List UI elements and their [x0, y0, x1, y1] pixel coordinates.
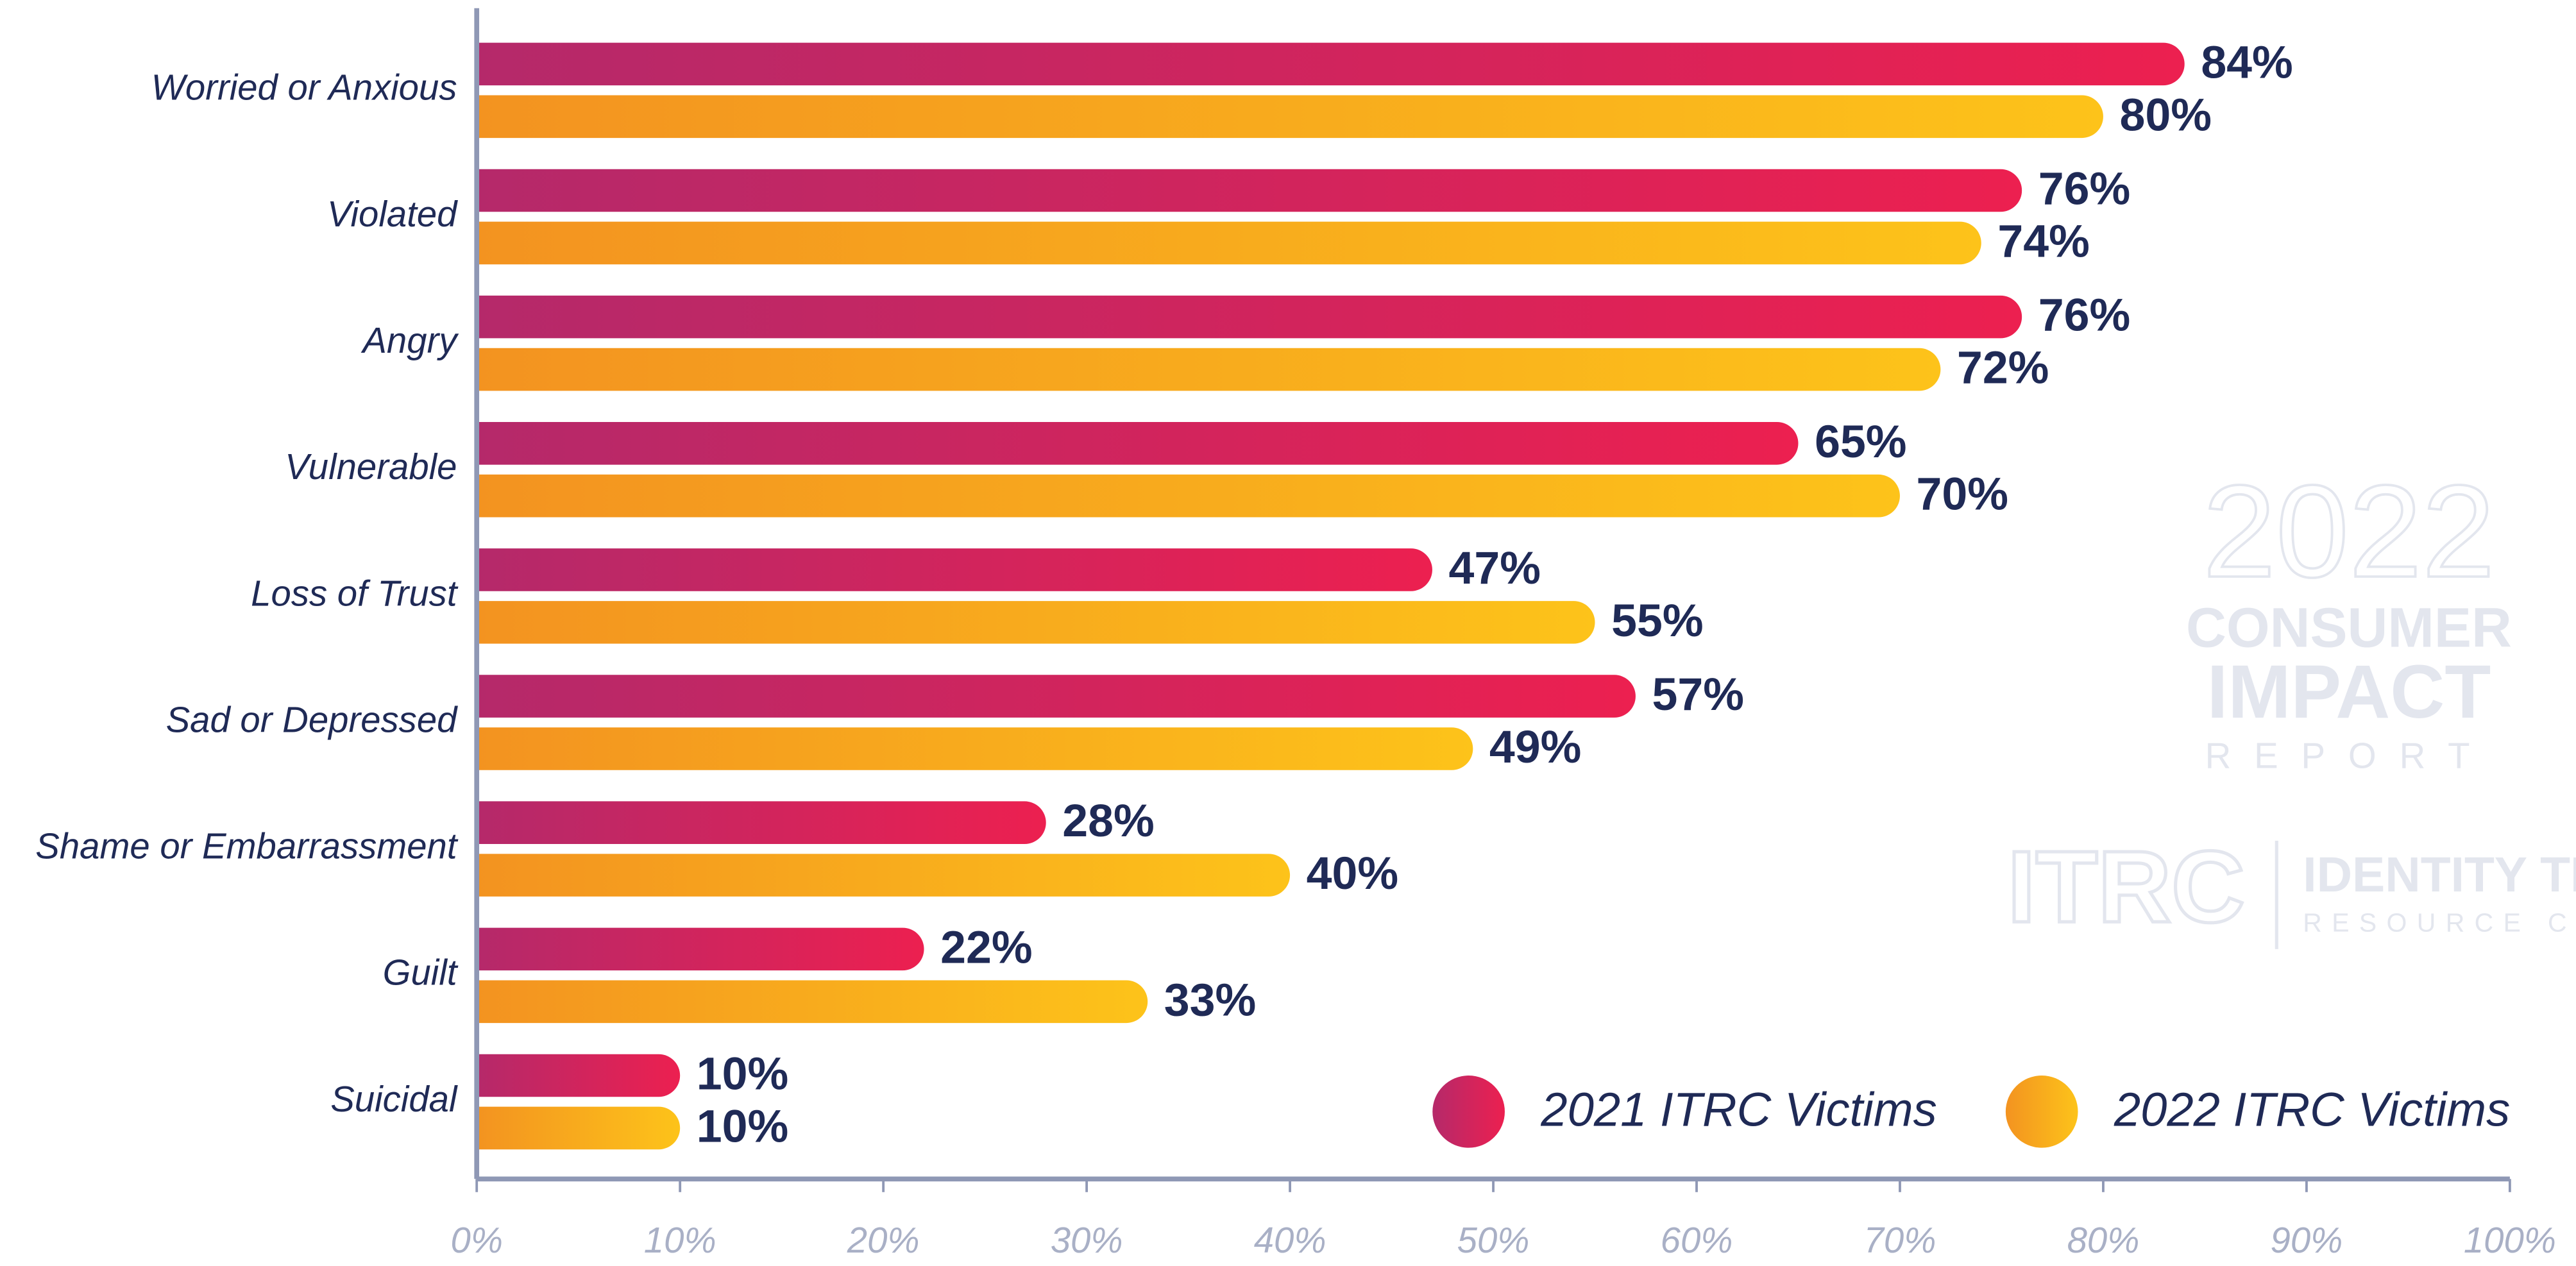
x-tick-label: 60%	[1661, 1220, 1733, 1260]
x-tick-label: 20%	[847, 1220, 920, 1260]
bar	[477, 675, 1636, 718]
category-label: Shame or Embarrassment	[35, 826, 459, 866]
bar	[477, 348, 1941, 391]
category-label: Angry	[360, 320, 459, 360]
bar	[477, 221, 1981, 265]
category-label: Guilt	[383, 952, 459, 993]
category-label: Loss of Trust	[251, 573, 459, 613]
value-label: 28%	[1062, 795, 1154, 847]
category-label: Violated	[327, 194, 458, 234]
legend-label: 2022 ITRC Victims	[2114, 1083, 2510, 1136]
watermark-year: 2022	[2203, 459, 2495, 605]
value-label: 76%	[2038, 290, 2130, 341]
value-label: 47%	[1449, 543, 1541, 594]
value-label: 10%	[697, 1101, 788, 1152]
value-label: 80%	[2120, 89, 2212, 140]
value-label: 70%	[1917, 469, 2008, 520]
bar	[477, 980, 1148, 1024]
watermark-line: IMPACT	[2207, 649, 2491, 734]
bar	[477, 95, 2103, 139]
x-tick-label: 50%	[1457, 1220, 1530, 1260]
value-label: 74%	[1997, 215, 2089, 267]
category-label: Vulnerable	[285, 446, 457, 487]
value-label: 55%	[1611, 595, 1703, 646]
legend-swatch	[1432, 1076, 1505, 1148]
watermark: 2022 CONSUMER IMPACT REPORT ITRC IDENTIT…	[2006, 457, 2576, 949]
x-tick-label: 30%	[1051, 1220, 1123, 1260]
value-label: 72%	[1957, 342, 2049, 394]
value-label: 65%	[1815, 416, 1906, 468]
value-label: 22%	[940, 922, 1032, 973]
bar	[477, 1106, 681, 1150]
watermark-org: IDENTITY THEFT	[2303, 847, 2576, 902]
category-label: Suicidal	[330, 1079, 458, 1119]
value-label: 33%	[1164, 974, 1256, 1025]
x-tick-label: 80%	[2067, 1220, 2140, 1260]
bar	[477, 295, 2022, 339]
value-label: 76%	[2038, 163, 2130, 214]
bar	[477, 474, 1900, 518]
x-tick-label: 40%	[1254, 1220, 1326, 1260]
x-tick-label: 70%	[1864, 1220, 1936, 1260]
value-label: 10%	[697, 1049, 788, 1100]
watermark-line: REPORT	[2205, 736, 2493, 776]
bar	[477, 42, 2185, 86]
value-label: 57%	[1652, 669, 1744, 720]
bar	[477, 727, 1473, 770]
x-tick-label: 90%	[2271, 1220, 2343, 1260]
watermark-logo: ITRC	[2007, 829, 2244, 943]
bar	[477, 1054, 681, 1097]
legend-label: 2021 ITRC Victims	[1540, 1083, 1936, 1136]
watermark-org: RESOURCE CENTER	[2303, 907, 2576, 937]
bar	[477, 422, 1799, 465]
legend-swatch	[2005, 1076, 2078, 1148]
bar	[477, 169, 2022, 212]
x-tick-label: 100%	[2464, 1220, 2556, 1260]
category-label: Sad or Depressed	[166, 699, 459, 739]
value-label: 49%	[1489, 722, 1581, 773]
watermark-line: CONSUMER	[2186, 597, 2512, 659]
value-label: 40%	[1307, 848, 1398, 899]
bar	[477, 601, 1595, 644]
bar	[477, 927, 924, 971]
x-tick-label: 0%	[451, 1220, 503, 1260]
bar	[477, 854, 1291, 897]
bar	[477, 548, 1432, 591]
x-tick-label: 10%	[644, 1220, 716, 1260]
category-label: Worried or Anxious	[151, 67, 457, 108]
bar	[477, 801, 1046, 844]
value-label: 84%	[2201, 37, 2292, 88]
